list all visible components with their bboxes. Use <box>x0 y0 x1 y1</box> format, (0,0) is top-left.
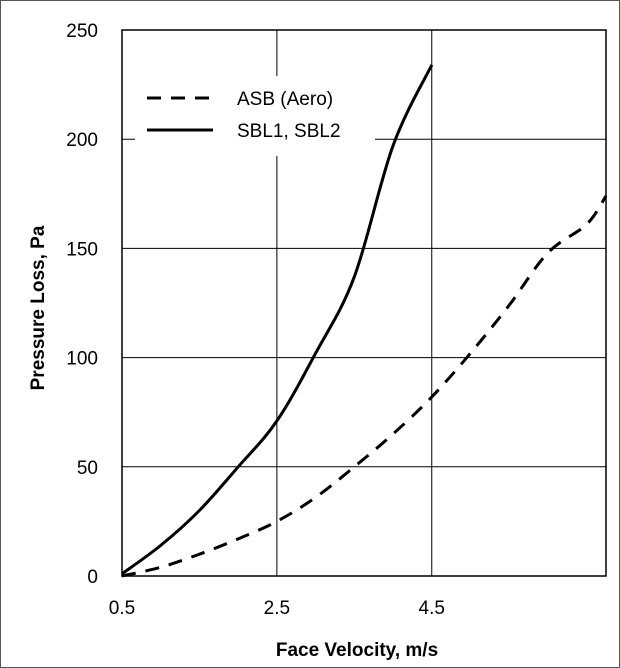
series-line-sbl1-sbl2 <box>121 64 434 576</box>
x-tick-label: 0.5 <box>109 598 135 619</box>
plot-border <box>121 29 607 577</box>
y-tick-label: 250 <box>66 21 98 42</box>
y-tick-label: 200 <box>66 130 98 151</box>
x-axis-title: Face Velocity, m/s <box>276 640 438 661</box>
y-tick-labels: 0 50 100 150 200 250 <box>66 21 98 588</box>
y-tick-label: 50 <box>77 458 98 479</box>
y-tick-label: 150 <box>66 239 98 260</box>
x-tick-label: 2.5 <box>264 598 290 619</box>
x-tick-labels: 0.5 2.5 4.5 <box>109 598 445 619</box>
y-axis-title: Pressure Loss, Pa <box>28 225 49 390</box>
x-tick-label: 4.5 <box>419 598 445 619</box>
y-tick-label: 0 <box>87 567 98 588</box>
legend-label-asb: ASB (Aero) <box>237 89 333 110</box>
series-line-asb-aero <box>121 195 608 578</box>
legend: ASB (Aero) SBL1, SBL2 <box>135 76 375 156</box>
legend-label-sbl: SBL1, SBL2 <box>237 121 341 142</box>
legend-background <box>135 76 375 156</box>
series-layer <box>121 64 608 578</box>
y-tick-label: 100 <box>66 349 98 370</box>
